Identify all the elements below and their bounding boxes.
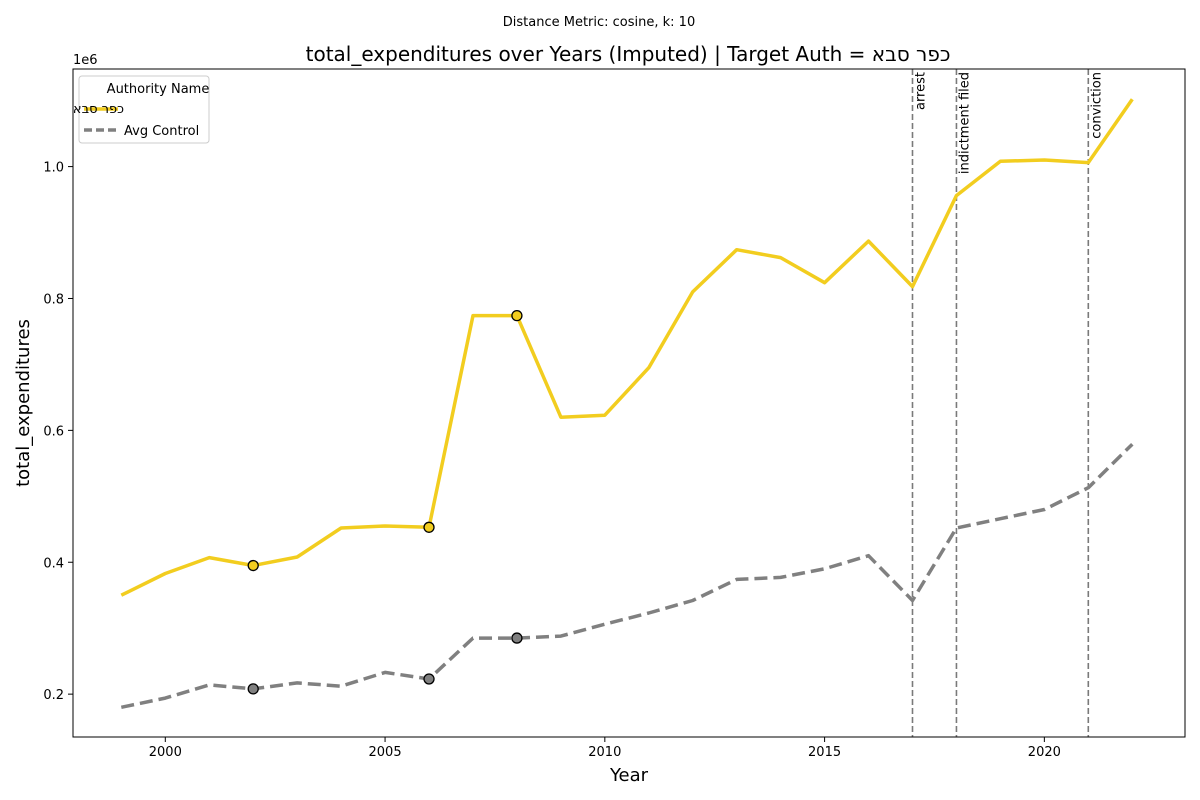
legend-title: Authority Name	[107, 82, 210, 97]
y-offset-label: 1e6	[73, 53, 98, 68]
y-tick-label: 0.6	[43, 424, 64, 439]
x-tick-label: 2020	[1028, 745, 1061, 760]
chart-title: total_expenditures over Years (Imputed) …	[306, 42, 951, 66]
y-tick-label: 0.4	[43, 556, 64, 571]
y-tick-label: 1.0	[43, 161, 64, 176]
plot-frame	[72, 68, 1186, 738]
legend-box	[78, 75, 210, 144]
imputed-point-marker	[511, 632, 523, 644]
y-axis-label: total_expenditures	[13, 319, 34, 487]
imputed-point-marker	[247, 559, 259, 572]
y-tick-label: 0.8	[43, 292, 64, 307]
plot-area: 2000 2005 2010 2015 2020 0.2 0.4 0.6 0.8 1.0 arres…	[43, 69, 1134, 760]
event-label: arrest	[913, 72, 928, 110]
legend-label-target: כפר סבא	[73, 102, 124, 117]
x-tick-label: 2010	[588, 745, 621, 760]
x-axis-label: Year	[609, 765, 649, 786]
x-tick-label: 2000	[149, 745, 182, 760]
event-label: conviction	[1089, 72, 1104, 139]
series-line-target	[120, 98, 1134, 597]
y-tick-label: 0.2	[43, 688, 64, 703]
legend-label-control: Avg Control	[124, 124, 199, 139]
imputed-point-marker	[423, 521, 435, 533]
chart-suptitle: Distance Metric: cosine, k: 10	[503, 15, 695, 30]
series-line-control	[120, 442, 1134, 710]
imputed-point-marker	[423, 673, 435, 685]
x-tick-label: 2015	[808, 745, 841, 760]
x-tick-label: 2005	[369, 745, 402, 760]
imputed-point-marker	[247, 683, 259, 695]
imputed-point-marker	[511, 309, 523, 322]
event-label: indictment filed	[957, 72, 972, 174]
legend: Authority Name כפר סבא Avg Control	[73, 75, 210, 144]
